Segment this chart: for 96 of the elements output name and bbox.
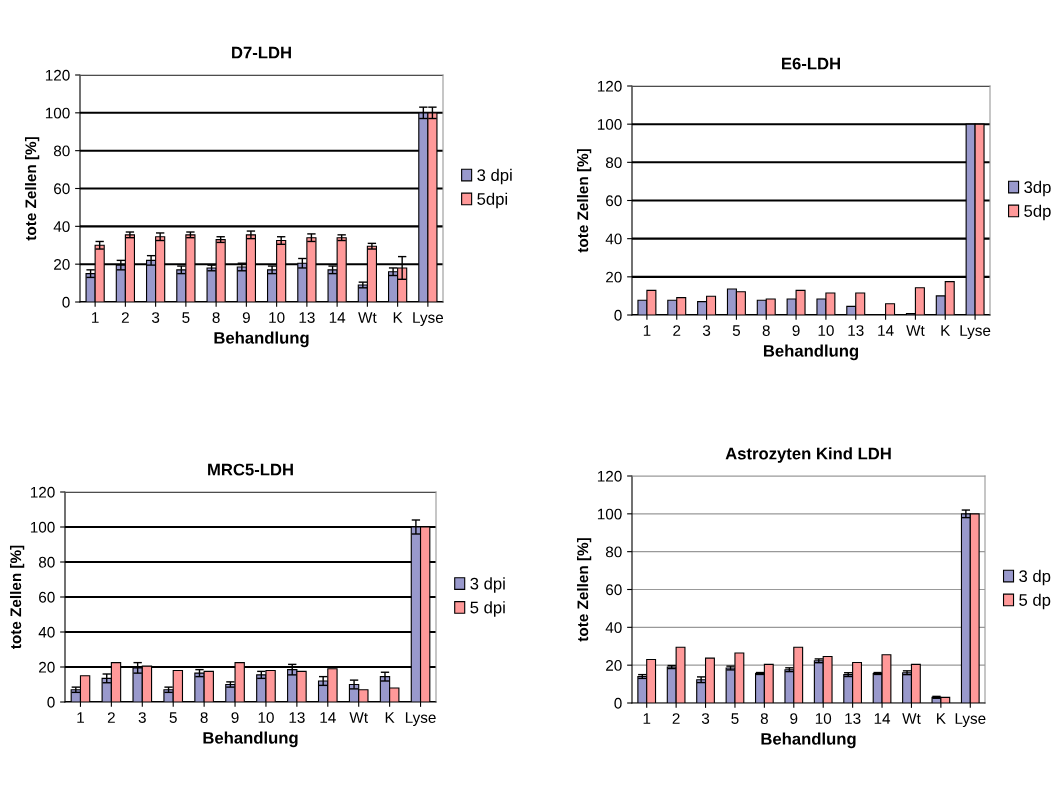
x-tick-label: 8	[760, 713, 768, 724]
x-tick-label: Wt	[349, 712, 368, 723]
x-axis-title: Behandlung	[203, 731, 298, 748]
x-tick-label: 10	[258, 712, 274, 723]
chart-title: MRC5-LDH	[208, 463, 293, 476]
x-tick-label: 14	[878, 325, 894, 336]
x-tick-label: Lyse	[405, 712, 436, 726]
legend-label: 5 dp	[1019, 593, 1051, 610]
x-tick-label: 13	[289, 712, 305, 723]
y-tick-label: 80	[38, 556, 55, 568]
x-tick-label: 9	[790, 713, 798, 724]
x-axis-title: Behandlung	[214, 331, 309, 348]
y-tick-label: 40	[53, 221, 70, 233]
legend-label: 3 dpi	[470, 577, 505, 593]
y-tick-label: 20	[606, 271, 622, 283]
y-axis-title: tote Zellen [%]	[576, 149, 592, 253]
y-tick-label: 40	[605, 233, 622, 245]
x-tick-label: 10	[269, 312, 285, 323]
y-tick-label: 40	[38, 626, 55, 638]
y-tick-label: 20	[606, 660, 622, 671]
x-tick-label: K	[937, 713, 946, 724]
x-tick-label: 3	[151, 312, 160, 323]
x-tick-label: 14	[320, 712, 336, 723]
y-tick-label: 120	[597, 80, 622, 92]
y-tick-label: 20	[54, 259, 70, 270]
y-tick-label: 0	[614, 697, 622, 709]
y-tick-label: 80	[605, 546, 622, 558]
x-tick-label: Wt	[358, 312, 377, 323]
x-tick-label: K	[393, 312, 403, 323]
y-tick-label: 60	[606, 195, 622, 207]
x-tick-label: 5	[731, 713, 739, 724]
y-tick-label: 80	[605, 157, 622, 169]
x-tick-label: 8	[200, 712, 208, 723]
x-tick-label: 3	[138, 712, 146, 723]
y-tick-label: 100	[30, 521, 55, 533]
legend-label: 3 dpi	[477, 168, 512, 185]
chart-title: Astrozyten Kind LDH	[725, 447, 891, 463]
x-tick-label: 8	[212, 312, 220, 323]
x-tick-label: 3	[701, 713, 710, 724]
x-tick-label: 9	[231, 712, 239, 723]
x-tick-label: 9	[242, 312, 250, 323]
x-axis-title: Behandlung	[763, 344, 859, 361]
y-tick-label: 0	[614, 309, 622, 321]
y-axis-title: tote Zellen [%]	[24, 137, 40, 241]
x-tick-label: K	[385, 712, 395, 723]
legend-label: 5 dpi	[470, 601, 505, 617]
x-tick-label: 1	[92, 312, 99, 323]
x-tick-label: K	[941, 325, 951, 336]
x-tick-label: 14	[874, 713, 891, 724]
y-tick-label: 100	[45, 107, 70, 119]
chart-title: E6-LDH	[782, 57, 840, 70]
x-tick-label: 3	[702, 325, 711, 336]
y-tick-label: 60	[39, 591, 55, 603]
x-tick-label: Wt	[902, 713, 921, 724]
x-tick-label: 13	[848, 325, 864, 336]
legend-label: 5dpi	[477, 192, 508, 209]
y-tick-label: 80	[53, 145, 70, 157]
x-tick-label: 8	[762, 325, 770, 336]
y-tick-label: 0	[62, 296, 70, 308]
x-tick-label: 1	[643, 325, 651, 336]
y-tick-label: 20	[39, 661, 55, 673]
y-tick-label: 0	[47, 696, 55, 708]
x-tick-label: 5	[182, 312, 190, 323]
legend-label: 3dp	[1024, 180, 1051, 197]
x-tick-label: 13	[299, 312, 315, 323]
y-tick-label: 60	[606, 584, 622, 596]
y-tick-label: 120	[45, 69, 70, 81]
y-tick-label: 40	[605, 622, 622, 634]
x-tick-label: Lyse	[955, 713, 986, 727]
chart-title: D7-LDH	[232, 46, 291, 59]
x-tick-label: 1	[643, 713, 651, 724]
x-tick-label: 10	[818, 325, 834, 336]
y-axis-title: tote Zellen [%]	[9, 545, 25, 650]
y-tick-label: 60	[54, 183, 70, 195]
x-tick-label: 14	[329, 312, 346, 323]
x-tick-label: 2	[673, 325, 681, 336]
x-tick-label: Lyse	[960, 325, 991, 339]
x-tick-label: 5	[732, 325, 741, 336]
x-tick-label: 5	[169, 712, 177, 723]
x-tick-label: Wt	[906, 325, 925, 336]
y-tick-label: 100	[597, 119, 622, 130]
x-axis-title: Behandlung	[761, 732, 856, 749]
x-tick-label: 2	[672, 713, 680, 724]
legend-label: 3 dp	[1019, 569, 1051, 586]
y-tick-label: 120	[30, 486, 55, 498]
y-axis-title: tote Zellen [%]	[576, 538, 592, 642]
x-tick-label: 10	[815, 713, 832, 724]
legend-label: 5dp	[1024, 204, 1051, 221]
x-tick-label: 1	[77, 712, 84, 723]
y-tick-label: 120	[597, 470, 622, 482]
y-tick-label: 100	[597, 508, 622, 520]
x-tick-label: 9	[792, 325, 800, 336]
x-tick-label: 2	[121, 312, 129, 323]
x-tick-label: Lyse	[413, 312, 444, 326]
x-tick-label: 2	[107, 712, 115, 723]
x-tick-label: 13	[845, 713, 861, 724]
